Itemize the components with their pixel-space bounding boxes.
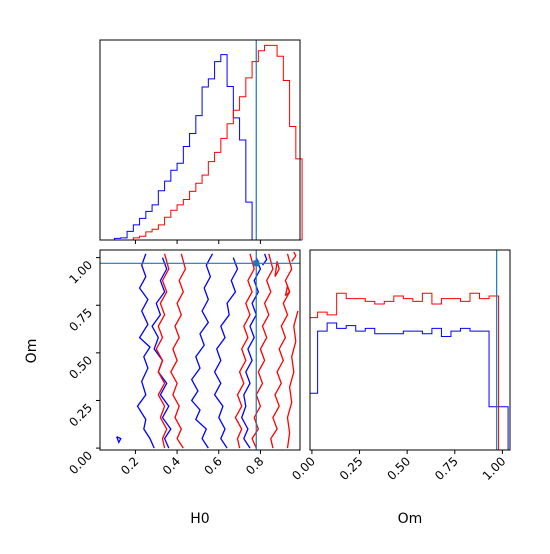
- om-hist-tick-label-4: 1.00: [480, 454, 509, 483]
- y-axis-label-om: Om: [24, 339, 40, 364]
- om-hist-series-0: [310, 322, 509, 450]
- contour-1-line-1: [170, 253, 187, 449]
- om-hist-series-1: [310, 292, 509, 450]
- om-hist-tick-label-2: 0.50: [384, 454, 413, 483]
- om-hist-group: [310, 292, 509, 450]
- contour-0-line-6: [116, 436, 122, 444]
- om-histogram-panel: 0.00 0.25 0.50 0.75 1.00: [289, 249, 511, 483]
- x-axis-label-h0: H0: [190, 511, 209, 527]
- om-hist-frame: [309, 249, 511, 451]
- contour-0-line-1: [151, 257, 172, 449]
- joint-y-tick-label-0: 0.00: [66, 448, 95, 477]
- contour-0-line-2: [190, 253, 214, 449]
- h0-hist-frame: [99, 39, 301, 241]
- contour-1-line-3: [251, 253, 274, 449]
- h0-om-contour-panel: 0.2 0.4 0.6 0.8 0.00 0.25 0.50 0.75 1.00: [66, 249, 301, 478]
- joint-x-tick-label-3: 0.8: [243, 454, 266, 477]
- contour-0-line-3: [213, 257, 239, 449]
- joint-frame: [99, 249, 301, 451]
- contour-1-line-7: [284, 283, 291, 297]
- joint-y-tick-label-1: 0.25: [66, 401, 95, 430]
- contour-0-line-0: [136, 253, 155, 449]
- contour-1-line-5: [286, 310, 299, 449]
- joint-y-tick-label-2: 0.50: [66, 353, 95, 382]
- h0-hist-series-0: [114, 54, 303, 241]
- joint-x-tick-label-2: 0.6: [201, 454, 224, 477]
- contour-1-line-4: [270, 253, 293, 449]
- h0-hist-series-1: [114, 44, 303, 241]
- contour-1-line-2: [234, 253, 255, 449]
- truth-marker: [253, 260, 260, 267]
- joint-y-tick-label-3: 0.75: [66, 305, 95, 334]
- contour-1-line-8: [291, 251, 297, 262]
- contour-group: [116, 251, 299, 449]
- x-axis-label-om: Om: [398, 511, 423, 527]
- om-hist-tick-label-1: 0.25: [337, 454, 366, 483]
- joint-y-tick-label-4: 1.00: [66, 258, 95, 287]
- h0-histogram-panel: [99, 39, 303, 244]
- joint-x-tick-label-0: 0.2: [118, 454, 141, 477]
- om-hist-tick-label-0: 0.00: [289, 454, 318, 483]
- joint-x-tick-label-1: 0.4: [160, 454, 183, 477]
- contour-1-line-0: [155, 253, 170, 449]
- contour-1-line-6: [274, 261, 280, 278]
- om-hist-tick-label-3: 0.75: [432, 454, 461, 483]
- contour-0-line-4: [240, 257, 262, 449]
